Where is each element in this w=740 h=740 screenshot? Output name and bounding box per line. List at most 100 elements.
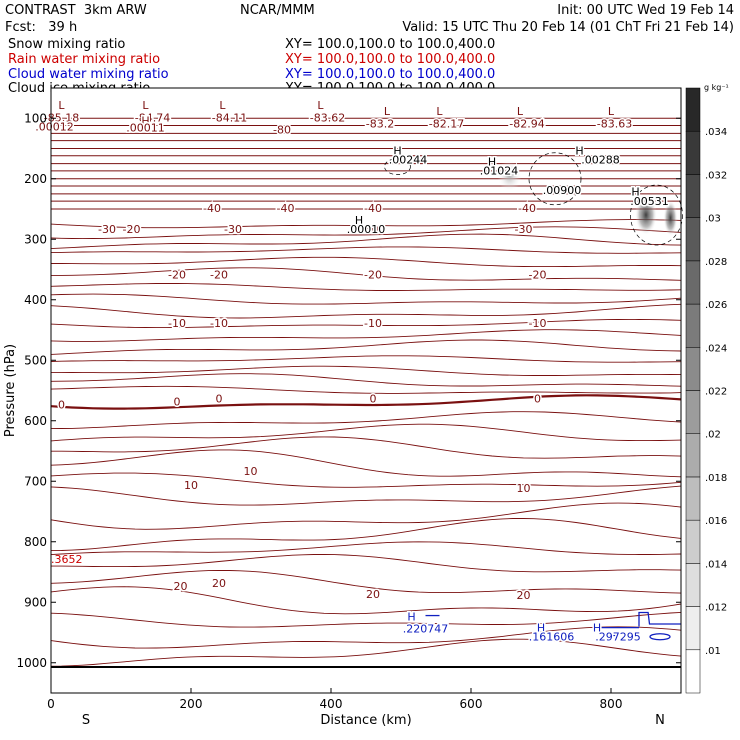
snow-ice-extremum-label: .01024 [480, 165, 519, 178]
snow-shading [497, 159, 522, 192]
start-point-label: S [82, 713, 90, 728]
init-time: Init: 00 UTC Wed 19 Feb 14 [557, 3, 734, 18]
colorbar-segment [685, 217, 701, 262]
isotherm-label: -30 [98, 223, 116, 236]
snow-ice-extremum-label: .00244 [389, 154, 428, 167]
temperature-extremum-label: L [317, 99, 324, 112]
colorbar-tick-label: .032 [705, 170, 727, 181]
temperature-extremum-label: L [142, 99, 149, 112]
cloud-water-contour [649, 633, 671, 641]
y-tick-label: 1000 [16, 656, 47, 670]
plot-area [50, 88, 682, 693]
snow-ice-extremum-label: .00010 [347, 223, 386, 236]
temperature-extremum-label: -82.17 [429, 117, 464, 130]
isotherm-label: 0 [370, 393, 377, 406]
colorbar-segment [685, 433, 701, 478]
isotherm-label: -10 [168, 317, 186, 330]
isotherm-line [50, 329, 682, 342]
x-tick-label: 400 [320, 697, 343, 711]
y-tick-label: 800 [24, 535, 47, 549]
isotherm-label: -80 [273, 123, 291, 136]
temperature-extremum-label: H [141, 114, 149, 127]
field-label-cloud-water: Cloud water mixing ratio [8, 67, 169, 82]
colorbar-tick-label: .01 [705, 646, 721, 657]
temperature-extremum-label: L [384, 105, 391, 118]
snow-ice-extremum-label: H [393, 145, 401, 158]
isotherm-line [50, 586, 682, 615]
colorbar-tick-label: .014 [705, 559, 727, 570]
forecast-hour: Fcst: 39 h [5, 20, 78, 35]
isotherm-line [50, 339, 682, 355]
temperature-extremum-label: L [517, 105, 524, 118]
field-xy-cloud-water: XY= 100.0,100.0 to 100.0,400.0 [285, 67, 496, 82]
isotherm-label: -20 [210, 269, 228, 282]
field-xy-rain: XY= 100.0,100.0 to 100.0,400.0 [285, 52, 496, 67]
isotherm-line [50, 246, 682, 254]
isotherm-line [50, 411, 682, 430]
isotherm-label: -40 [277, 202, 295, 215]
colorbar-segment [685, 390, 701, 434]
center-label: NCAR/MMM [240, 3, 315, 18]
colorbar-segment [685, 260, 701, 305]
isotherm-label: 10 [244, 465, 258, 478]
isotherm-line [50, 385, 682, 394]
ice-contour [630, 184, 683, 246]
ice-shading-core [663, 200, 678, 237]
isotherm-label: -40 [203, 202, 221, 215]
rain-label: .3652 [51, 553, 83, 566]
y-axis-label: Pressure (hPa) [3, 344, 18, 437]
y-tick-label: 500 [24, 353, 47, 367]
temperature-extremum-label: L [58, 99, 65, 112]
colorbar-tick-label: .028 [705, 257, 727, 268]
y-tick-label: 300 [24, 232, 47, 246]
y-tick-label: 600 [24, 414, 47, 428]
cloud-water-extremum-label: H [537, 621, 545, 634]
y-tick-label: 700 [24, 474, 47, 488]
cloud-water-extremum-label: H [407, 610, 415, 623]
isotherm-label: 0 [534, 393, 541, 406]
isotherm-line [51, 436, 682, 459]
temperature-extremum-label: -83.2 [366, 117, 394, 130]
valid-time: Valid: 15 UTC Thu 20 Feb 14 (01 ChT Fri … [402, 20, 734, 35]
colorbar-tick-label: .026 [705, 300, 727, 311]
cloud-water-extremum-label: .161606 [529, 630, 575, 643]
temperature-extremum-label: .00012 [35, 120, 74, 133]
isotherm-label: 20 [174, 580, 188, 593]
isotherm-label: -20 [123, 223, 141, 236]
isotherm-line [50, 569, 682, 594]
isotherm-line [51, 554, 682, 573]
plot-frame [50, 87, 682, 694]
isotherm-line [51, 267, 682, 281]
snow-ice-extremum-label: H [631, 186, 639, 199]
isotherm-label: -10 [529, 317, 547, 330]
colorbar-tick-label: .022 [705, 387, 727, 398]
isotherm-line [50, 233, 682, 250]
isotherm-label: 20 [212, 577, 226, 590]
isotherm-line [50, 226, 682, 240]
isotherm-label: 0 [216, 393, 223, 406]
isotherm-label: -20 [364, 269, 382, 282]
cloud-water-extremum-label: .220747 [403, 623, 449, 636]
colorbar-segment [685, 519, 701, 564]
snow-ice-extremum-label: .00531 [630, 195, 669, 208]
plot-background [51, 88, 681, 693]
snow-ice-extremum-label: H [355, 214, 363, 227]
end-point-label: N [655, 713, 665, 728]
field-xy-snow: XY= 100.0,100.0 to 100.0,400.0 [285, 37, 496, 52]
isotherm-line [50, 449, 682, 478]
isotherm-line [50, 518, 682, 552]
isotherm-label: -30 [361, 223, 379, 236]
isotherm-line [51, 365, 682, 376]
field-label-rain: Rain water mixing ratio [8, 52, 161, 67]
isotherm-line [50, 293, 682, 305]
colorbar-segment [685, 174, 701, 218]
y-tick-label: 400 [24, 293, 47, 307]
colorbar-segment [685, 87, 701, 132]
isotherm-line [50, 638, 682, 667]
isotherm-label: 0 [174, 396, 181, 409]
y-tick-label: 100 [24, 111, 47, 125]
isotherm-label: 10 [517, 482, 531, 495]
snow-ice-extremum-label: H [575, 145, 583, 158]
